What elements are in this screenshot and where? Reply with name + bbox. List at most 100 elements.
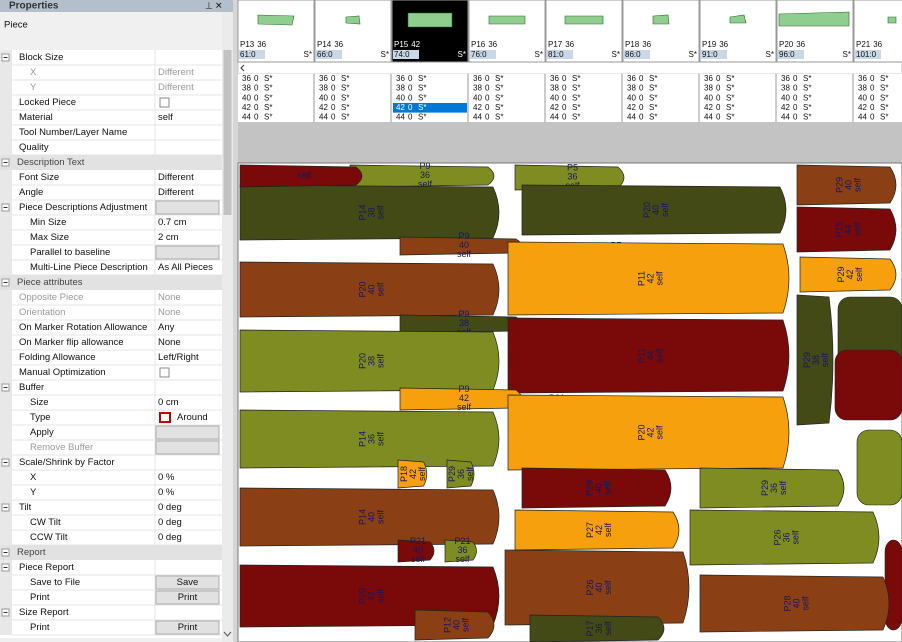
size-cell: 0: [254, 113, 259, 122]
piece[interactable]: [397, 459, 428, 489]
row-gutter: [0, 305, 12, 320]
piece-material: self: [411, 554, 426, 564]
piece[interactable]: [446, 459, 475, 489]
checkbox[interactable]: [159, 367, 170, 378]
checkbox[interactable]: [159, 97, 170, 108]
piece-label: P2042self: [358, 588, 386, 604]
size-cell: S*: [495, 84, 503, 93]
piece[interactable]: [507, 317, 790, 394]
size-cell: S*: [418, 84, 426, 93]
piece-name: P16: [471, 40, 486, 49]
property-name: Parallel to baseline: [30, 247, 110, 258]
piece[interactable]: [799, 256, 897, 293]
property-name: Scale/Shrink by Factor: [19, 457, 115, 468]
piece[interactable]: [796, 206, 897, 253]
piece[interactable]: [689, 509, 880, 566]
size-cell: S*: [649, 113, 657, 122]
property-name: Y: [30, 487, 37, 498]
piece-size: 36: [769, 483, 779, 493]
piece-name: P15: [835, 221, 845, 237]
thumbnail-label: P18 36: [625, 40, 652, 49]
button[interactable]: [155, 575, 220, 590]
size-cell: S*: [418, 103, 426, 112]
piece-size: 44: [646, 350, 656, 360]
piece-material: self: [376, 205, 386, 220]
scroll-down[interactable]: [223, 631, 232, 637]
size-cell: S*: [495, 74, 503, 83]
piece[interactable]: [239, 487, 500, 547]
count-badge: [393, 50, 419, 59]
piece[interactable]: [239, 261, 500, 318]
button[interactable]: [155, 425, 220, 440]
piece[interactable]: [349, 164, 495, 188]
close-button[interactable]: ✕: [215, 0, 223, 10]
property-name: X: [30, 472, 37, 483]
count-badge: [701, 50, 727, 59]
button-label[interactable]: Print: [178, 592, 198, 603]
size-cell: 0: [716, 74, 721, 83]
size-cell: S*: [880, 84, 888, 93]
piece-name: P20: [358, 588, 368, 604]
piece[interactable]: [699, 574, 890, 633]
piece[interactable]: [521, 184, 787, 236]
piece[interactable]: [529, 614, 665, 642]
piece-label: P2038self: [358, 353, 386, 369]
piece-name: P9: [458, 384, 469, 394]
button[interactable]: [155, 620, 220, 635]
size-cell: S*: [880, 93, 888, 102]
piece[interactable]: [521, 467, 672, 509]
size-cell: S*: [803, 93, 811, 102]
row-gutter: [0, 425, 12, 440]
property-name: Print: [30, 622, 50, 633]
button[interactable]: [155, 200, 220, 215]
thumbnail-shape: [407, 12, 453, 28]
piece[interactable]: [239, 184, 500, 241]
piece[interactable]: [507, 394, 790, 471]
scroll-left[interactable]: [240, 64, 245, 72]
pieces: P936selfP536selfP2940selfP1438selfP2040s…: [239, 161, 902, 642]
scrollbar-thumb[interactable]: [223, 50, 232, 215]
pin-button[interactable]: ⊥: [205, 0, 213, 10]
piece-label: P1544self: [835, 221, 863, 237]
piece[interactable]: [444, 539, 477, 563]
piece-size: 44: [844, 224, 854, 234]
size-cell: S*: [726, 93, 734, 102]
size-cell: 0: [639, 93, 644, 102]
size-cell: 44: [242, 113, 251, 122]
piece[interactable]: [239, 164, 363, 188]
piece[interactable]: [796, 294, 834, 426]
piece[interactable]: [504, 549, 690, 626]
button[interactable]: [155, 590, 220, 605]
piece[interactable]: [507, 241, 790, 316]
color-swatch[interactable]: [159, 412, 171, 423]
piece-material: self: [853, 222, 863, 237]
row-gutter: [0, 320, 12, 335]
property-value: Any: [158, 322, 175, 333]
piece[interactable]: [699, 467, 845, 509]
piece-label: P9 42 self: [457, 384, 472, 412]
size-row-highlight[interactable]: [393, 103, 467, 113]
thumbnail-shape: [778, 11, 850, 27]
size-cell: S*: [495, 113, 503, 122]
property-value: None: [158, 292, 181, 303]
piece[interactable]: [414, 609, 495, 641]
piece-label: P1842self: [399, 466, 427, 482]
button[interactable]: [155, 245, 220, 260]
thumbnail-count: 74:0: [394, 50, 410, 59]
property-name: Buffer: [19, 382, 44, 393]
piece[interactable]: [397, 539, 435, 563]
size-cell: S*: [726, 113, 734, 122]
scrollbar[interactable]: [222, 12, 233, 642]
piece[interactable]: [514, 509, 680, 551]
button-label[interactable]: Save: [177, 577, 199, 588]
size-cell: S*: [418, 74, 426, 83]
row-gutter: [0, 290, 12, 305]
property-name: CCW Tilt: [30, 532, 68, 543]
count-badge: [855, 50, 881, 59]
button-label[interactable]: Print: [178, 622, 198, 633]
size-cell: S*: [880, 103, 888, 112]
piece-material: self: [655, 348, 665, 363]
piece[interactable]: [239, 409, 500, 469]
piece[interactable]: [796, 164, 897, 206]
size-cell: 44: [781, 113, 790, 122]
